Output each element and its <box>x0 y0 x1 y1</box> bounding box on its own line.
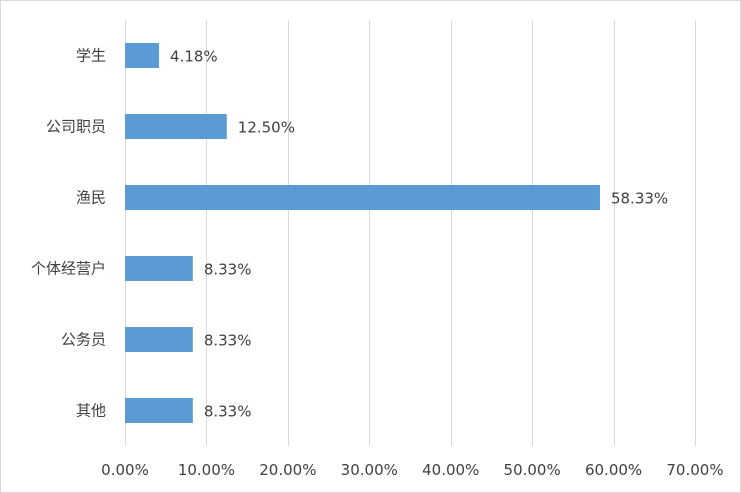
bar-5 <box>125 398 193 423</box>
x-axis-tick-labels: 0.00% 10.00% 20.00% 30.00% 40.00% 50.00% 60.00… <box>101 461 723 479</box>
category-label: 公务员 <box>61 331 106 349</box>
x-tick-label: 70.00% <box>666 461 723 479</box>
data-label: 4.18% <box>170 48 218 66</box>
bar-3 <box>125 256 193 281</box>
bar-0 <box>125 43 160 68</box>
x-tick-label: 60.00% <box>585 461 642 479</box>
bars <box>125 43 600 423</box>
x-tick-label: 0.00% <box>101 461 149 479</box>
category-label: 个体经营户 <box>31 260 106 278</box>
x-tick-label: 50.00% <box>504 461 561 479</box>
data-labels: 4.18% 12.50% 58.33% 8.33% 8.33% 8.33% <box>170 48 668 421</box>
data-label: 8.33% <box>204 403 252 421</box>
data-label: 58.33% <box>611 190 668 208</box>
data-label: 8.33% <box>204 261 252 279</box>
bar-4 <box>125 327 193 352</box>
category-label: 学生 <box>76 47 106 65</box>
x-tick-label: 20.00% <box>259 461 316 479</box>
x-tick-label: 40.00% <box>422 461 479 479</box>
x-tick-label: 30.00% <box>341 461 398 479</box>
x-tick-label: 10.00% <box>178 461 235 479</box>
data-label: 12.50% <box>238 119 295 137</box>
grid-lines <box>125 20 696 446</box>
bar-2 <box>125 185 600 210</box>
category-label: 其他 <box>76 402 106 420</box>
category-label: 公司职员 <box>46 118 106 136</box>
data-label: 8.33% <box>204 332 252 350</box>
category-label: 渔民 <box>76 189 106 207</box>
bar-1 <box>125 114 227 139</box>
